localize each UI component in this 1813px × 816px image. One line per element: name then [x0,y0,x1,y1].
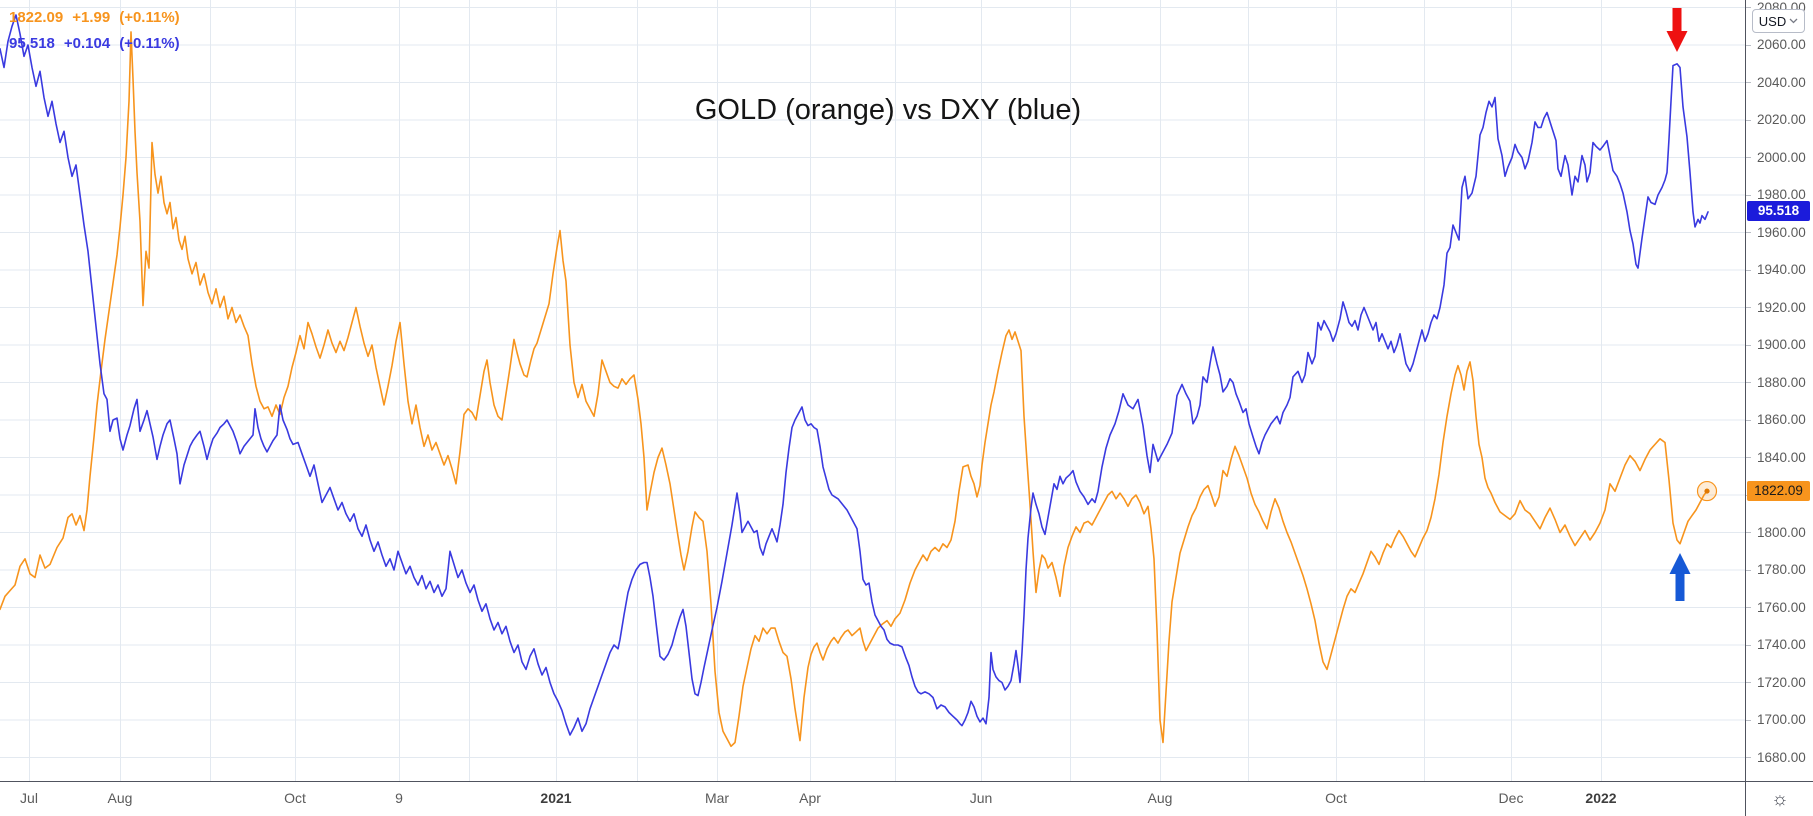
price-axis-tick [1746,344,1751,346]
price-axis-label: 1880.00 [1757,374,1806,390]
time-axis[interactable]: Jul Aug Oct 9 2021 Mar Apr Jun Aug Oct Dec 2022 [0,781,1745,816]
price-axis-tick [1746,719,1751,721]
chart-plot-area[interactable]: 1822.09 +1.99 (+0.11%) 95.518 +0.104 (+0.11%… [0,0,1745,781]
price-axis-tick [1746,82,1751,83]
price-axis-tick [1746,607,1751,608]
time-axis-label-jun[interactable]: Jun [969,790,993,806]
price-axis-label: 2060.00 [1757,37,1806,52]
time-axis-label-dec[interactable]: Dec [1498,790,1524,806]
price-axis-tick [1746,232,1751,233]
time-axis-label-mar[interactable]: Mar [704,790,730,806]
time-axis-label-jul[interactable]: Jul [20,790,38,806]
time-axis-label-apr[interactable]: Apr [799,790,821,806]
price-chart-canvas[interactable] [0,0,1745,781]
price-axis-label: 1860.00 [1757,412,1806,427]
dxy-price-badge[interactable]: 95.518 [1747,200,1810,221]
price-axis-label: 1900.00 [1757,337,1806,352]
gold-line[interactable] [0,31,1708,748]
price-axis-label: 1720.00 [1757,674,1806,690]
price-axis-label: 1840.00 [1757,449,1806,465]
price-axis-tick [1746,194,1751,196]
time-axis-label-oct[interactable]: Oct [284,790,306,806]
time-axis-label-9[interactable]: 9 [395,790,403,806]
currency-selector-button[interactable]: USD [1752,9,1805,33]
currency-label: USD [1758,13,1787,29]
gear-icon[interactable]: ☼ [1771,789,1789,810]
price-axis-label: 1940.00 [1757,262,1806,277]
price-axis-label: 1740.00 [1757,637,1806,652]
price-axis-label: 1760.00 [1757,599,1806,615]
legend-gold-row[interactable]: 1822.09 +1.99 (+0.11%) [9,5,189,31]
price-axis-tick [1746,7,1751,8]
price-axis-label: 1800.00 [1757,524,1806,540]
blue-up-arrow [1675,573,1685,601]
price-axis-tick [1746,157,1751,158]
gold-change-pct: (+0.11%) [119,9,180,26]
time-axis-label-oct[interactable]: Oct [1325,790,1347,806]
axis-corner: ☼ [1745,781,1813,816]
price-axis-tick [1746,532,1751,533]
time-axis-label-aug[interactable]: Aug [1147,790,1173,806]
red-down-arrow [1666,31,1688,52]
dxy-change-pct: (+0.11%) [119,35,180,52]
price-axis-label: 1920.00 [1757,299,1806,315]
gold-change: +1.99 [72,9,111,26]
price-axis-tick [1746,307,1751,308]
time-axis-label-2022[interactable]: 2022 [1585,790,1617,806]
time-axis-label-aug[interactable]: Aug [107,790,133,806]
legend: 1822.09 +1.99 (+0.11%) 95.518 +0.104 (+0.11%… [9,5,189,57]
price-axis-tick [1746,757,1751,758]
chevron-down-icon [1789,18,1798,24]
price-axis-tick [1746,269,1751,271]
red-down-arrow [1672,8,1682,32]
price-axis-label: 1780.00 [1757,562,1806,577]
chart-title: GOLD (orange) vs DXY (blue) [694,94,1082,126]
price-axis-label: 1980.00 [1757,187,1806,202]
gold-endpoint-dot [1704,488,1710,494]
gold-last-value: 1822.09 [9,9,64,26]
price-axis-label: 2020.00 [1757,112,1806,127]
price-axis-label: 2040.00 [1757,74,1806,90]
blue-up-arrow [1669,553,1691,574]
gold-price-badge[interactable]: 1822.09 [1747,481,1810,502]
price-axis-tick [1746,457,1751,458]
price-axis-tick [1746,382,1751,383]
time-axis-label-2021[interactable]: 2021 [540,790,572,806]
price-axis-tick [1746,419,1751,421]
price-axis-tick [1746,119,1751,121]
price-axis-tick [1746,682,1751,683]
price-axis[interactable]: USD 2080.00 2060.00 2040.00 2020.00 2000.00 1… [1745,0,1813,781]
price-axis-label: 1680.00 [1757,749,1806,765]
dxy-line[interactable] [0,14,1709,736]
price-axis-label: 1960.00 [1757,224,1806,240]
dxy-change: +0.104 [63,35,111,52]
price-axis-tick [1746,44,1751,46]
price-axis-label: 2000.00 [1757,149,1806,165]
legend-dxy-row[interactable]: 95.518 +0.104 (+0.11%) [9,31,189,57]
dxy-last-value: 95.518 [9,35,55,52]
price-axis-tick [1746,569,1751,571]
price-axis-label: 1700.00 [1757,712,1806,727]
price-axis-tick [1746,644,1751,646]
